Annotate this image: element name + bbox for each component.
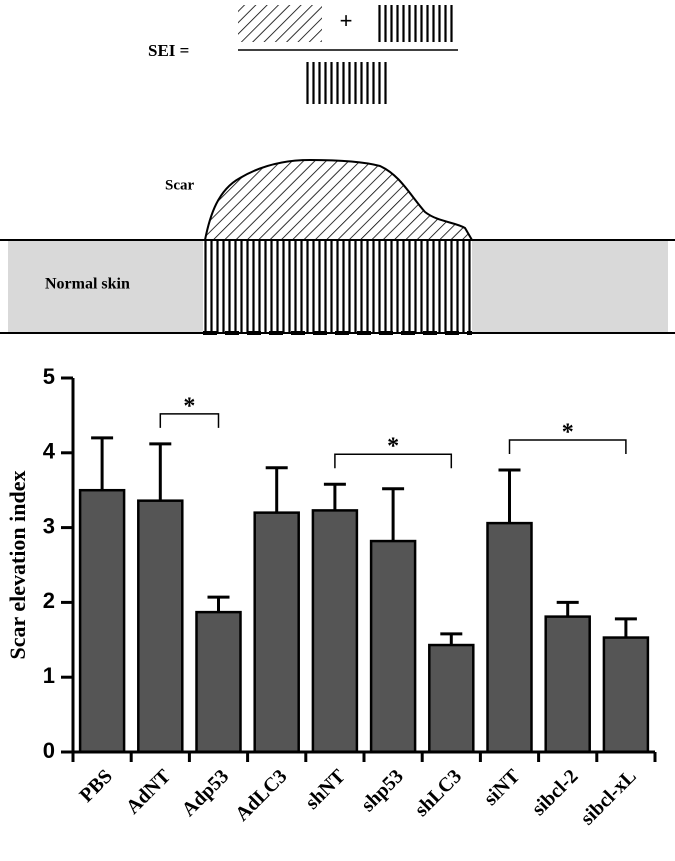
formula-label: SEI = bbox=[148, 41, 189, 60]
bar bbox=[253, 511, 300, 754]
scar-base bbox=[203, 240, 472, 333]
significance-bracket bbox=[508, 439, 627, 455]
y-tick-label: 3 bbox=[43, 513, 55, 538]
x-tick-label: sibcl-2 bbox=[528, 765, 583, 820]
bar bbox=[486, 521, 533, 754]
bar bbox=[428, 643, 475, 754]
base-hatch-icon bbox=[375, 5, 455, 42]
bar bbox=[195, 610, 242, 754]
bar bbox=[137, 499, 184, 754]
x-tick-label: AdNT bbox=[122, 765, 176, 819]
base-hatch-icon bbox=[303, 62, 390, 104]
normal-skin bbox=[8, 240, 203, 333]
y-tick-label: 1 bbox=[43, 663, 55, 688]
bar bbox=[311, 509, 359, 754]
sei-diagram: SEI = + Scar Normal skin bbox=[0, 5, 675, 335]
y-tick-label: 2 bbox=[43, 588, 55, 613]
x-tick-label: shp53 bbox=[357, 765, 408, 816]
bar bbox=[78, 488, 126, 754]
scar-hatch-icon bbox=[238, 5, 322, 42]
x-tick-label: Adp53 bbox=[178, 765, 234, 821]
y-tick-label: 4 bbox=[43, 439, 56, 464]
bar bbox=[544, 615, 591, 754]
significance-bracket bbox=[334, 453, 453, 469]
significance-bracket bbox=[159, 413, 220, 428]
plus: + bbox=[340, 8, 353, 33]
scar-bump bbox=[203, 158, 474, 241]
y-tick-label: 0 bbox=[43, 738, 55, 763]
x-tick-label: shNT bbox=[301, 765, 350, 814]
x-tick-label: AdLC3 bbox=[231, 765, 291, 825]
significance-label: * bbox=[562, 420, 574, 446]
x-tick-label: PBS bbox=[75, 765, 116, 806]
y-axis-label: Scar elevation index bbox=[5, 470, 30, 659]
normal-skin bbox=[472, 240, 668, 333]
significance-label: * bbox=[183, 393, 195, 419]
bar bbox=[369, 539, 417, 754]
bar bbox=[602, 636, 650, 754]
x-tick-label: sibcl-xL bbox=[576, 765, 640, 829]
x-tick-label: siNT bbox=[480, 765, 525, 810]
y-tick-label: 5 bbox=[43, 364, 55, 389]
significance-label: * bbox=[387, 434, 399, 460]
scar-label: Scar bbox=[165, 177, 195, 193]
skin-label: Normal skin bbox=[45, 276, 130, 293]
x-tick-label: shLC3 bbox=[410, 765, 466, 821]
